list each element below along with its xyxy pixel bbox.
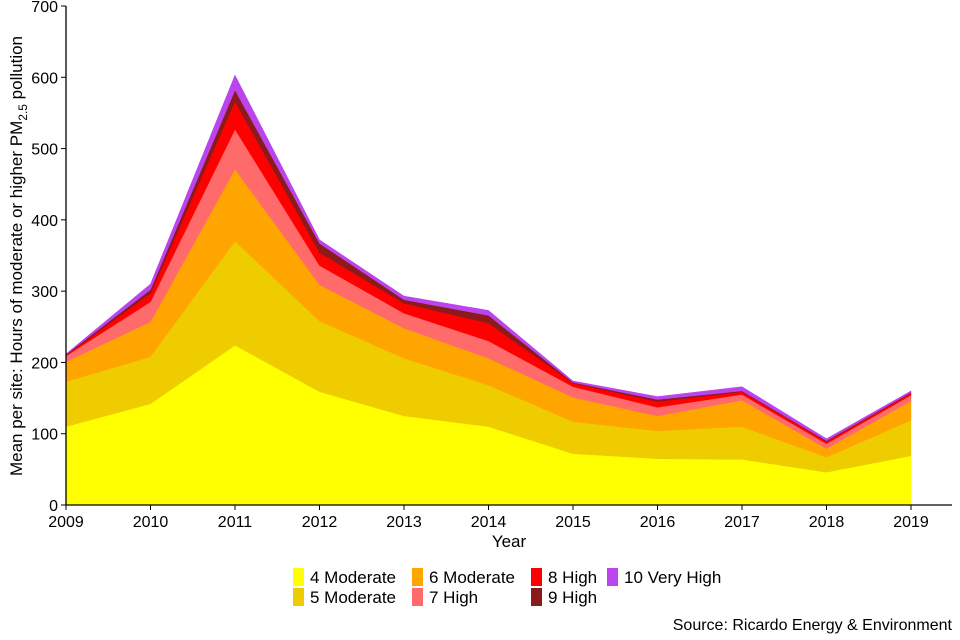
x-tick-label: 2017: [724, 514, 760, 531]
legend-label: 9 High: [548, 588, 597, 607]
y-tick-label: 0: [49, 498, 58, 515]
legend-label: 8 High: [548, 568, 597, 587]
legend-label: 10 Very High: [624, 568, 721, 587]
x-tick-label: 2013: [386, 514, 422, 531]
y-tick-label: 400: [31, 213, 58, 230]
legend-swatch: [531, 588, 542, 606]
y-tick-label: 500: [31, 142, 58, 159]
y-axis-label: Mean per site: Hours of moderate or high…: [7, 36, 30, 476]
legend-label: 4 Moderate: [310, 568, 396, 587]
legend-label: 5 Moderate: [310, 588, 396, 607]
legend-item: 6 Moderate: [412, 568, 515, 587]
x-tick-label: 2016: [640, 514, 676, 531]
legend-swatch: [607, 568, 618, 586]
x-tick-label: 2019: [893, 514, 929, 531]
y-ticks: 0 100 200 300 400 500 600 700: [31, 0, 66, 515]
y-tick-label: 300: [31, 284, 58, 301]
legend-item: 8 High: [531, 568, 597, 587]
legend-item: 5 Moderate: [293, 588, 396, 607]
y-tick-label: 100: [31, 427, 58, 444]
x-ticks: 2009 2010 2011 2012 2013 2014 2015 2016 2017 2018…: [48, 505, 929, 531]
legend-swatch: [531, 568, 542, 586]
x-tick-label: 2012: [302, 514, 338, 531]
x-tick-label: 2011: [218, 514, 253, 531]
x-tick-label: 2018: [809, 514, 845, 531]
area-layers: [65, 74, 912, 506]
legend-item: 9 High: [531, 588, 597, 607]
legend-item: 10 Very High: [607, 568, 721, 587]
legend-swatch: [293, 588, 304, 606]
legend-item: 7 High: [412, 588, 478, 607]
y-tick-label: 200: [31, 355, 58, 372]
legend-label: 7 High: [429, 588, 478, 607]
x-tick-label: 2010: [133, 514, 169, 531]
area-10-very-high: [65, 74, 912, 442]
legend-swatch: [293, 568, 304, 586]
y-tick-label: 600: [31, 70, 58, 87]
x-tick-label: 2009: [48, 514, 84, 531]
x-tick-label: 2015: [555, 514, 591, 531]
legend-item: 4 Moderate: [293, 568, 396, 587]
legend-swatch: [412, 588, 423, 606]
x-tick-label: 2014: [471, 514, 507, 531]
legend-label: 6 Moderate: [429, 568, 515, 587]
source-note: Source: Ricardo Energy & Environment: [673, 617, 953, 634]
x-axis-label: Year: [492, 532, 527, 551]
y-tick-label: 700: [31, 0, 58, 16]
legend-swatch: [412, 568, 423, 586]
